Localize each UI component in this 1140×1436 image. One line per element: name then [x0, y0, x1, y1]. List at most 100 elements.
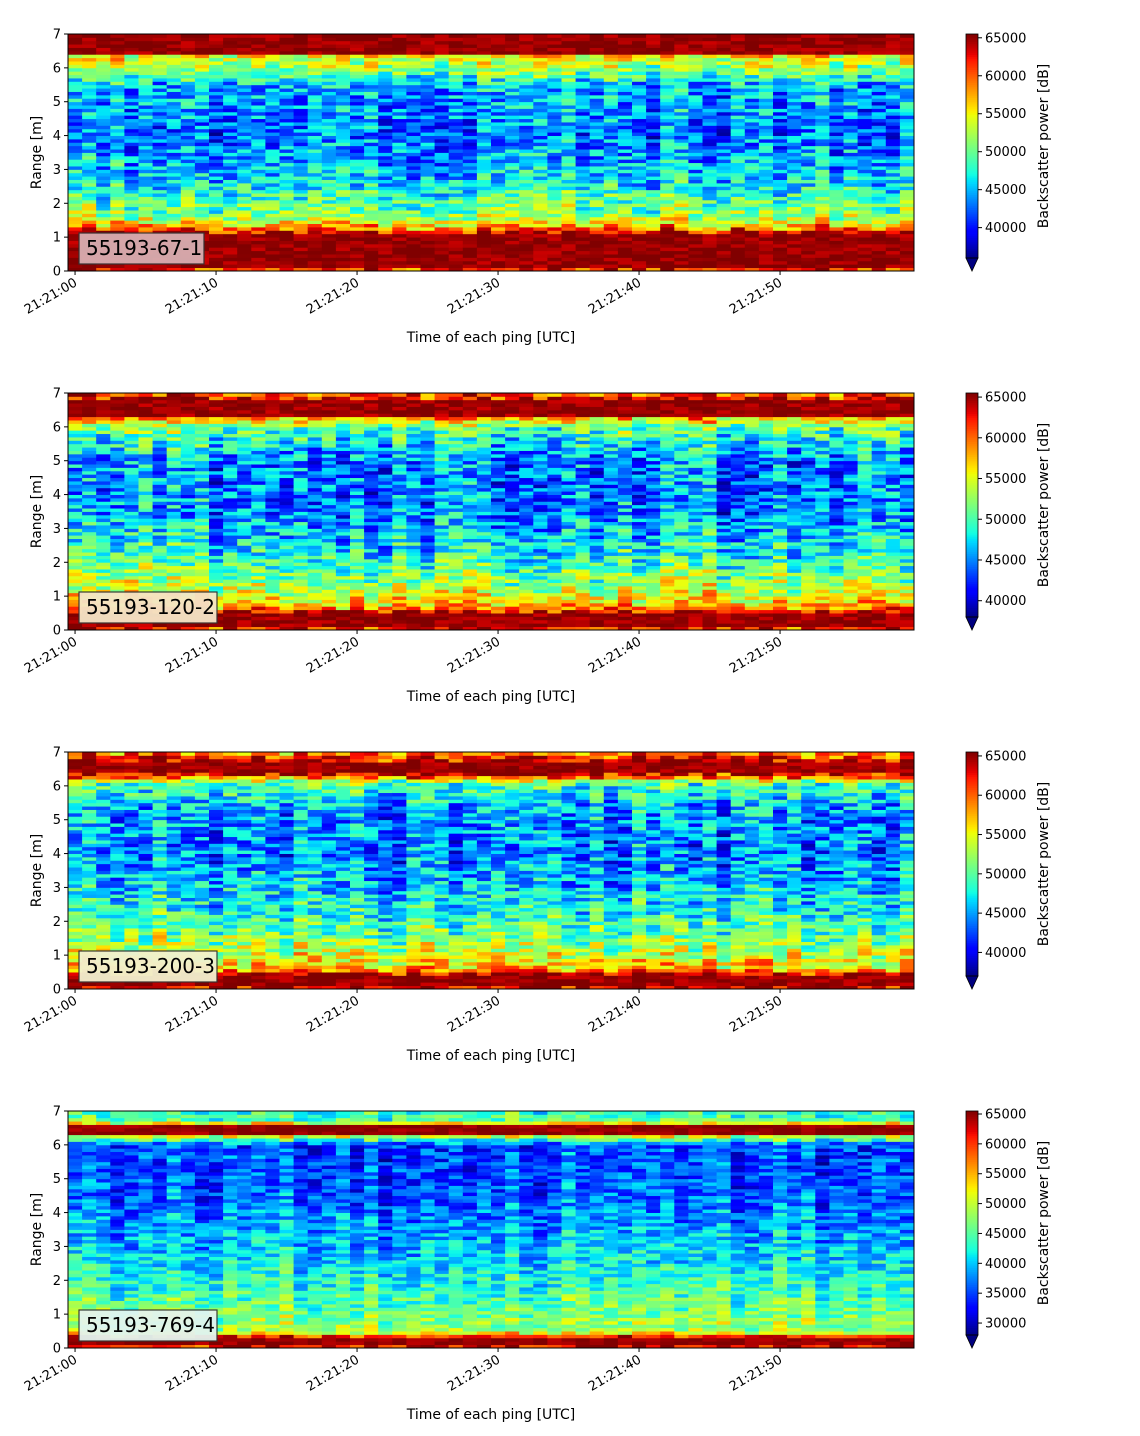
- heatmap-cell: [448, 166, 464, 170]
- heatmap-cell: [152, 91, 168, 96]
- colorbar-segment: [966, 190, 978, 194]
- heatmap-cell: [223, 226, 238, 231]
- heatmap-cell: [801, 247, 816, 252]
- heatmap-cell: [223, 182, 238, 187]
- heatmap-cell: [674, 50, 689, 55]
- heatmap-cell: [462, 50, 478, 55]
- heatmap-cell: [321, 115, 337, 120]
- heatmap-cell: [350, 44, 365, 48]
- heatmap-cell: [885, 37, 901, 42]
- heatmap-cell: [124, 84, 139, 89]
- heatmap-cell: [773, 94, 788, 99]
- heatmap-cell: [138, 210, 153, 214]
- heatmap-cell: [702, 94, 717, 99]
- heatmap-cell: [434, 71, 450, 76]
- heatmap-cell: [871, 128, 887, 133]
- heatmap-cell: [434, 101, 450, 106]
- heatmap-cell: [617, 115, 633, 120]
- heatmap-cell: [124, 203, 139, 208]
- heatmap-cell: [194, 169, 210, 174]
- colorbar-frame: [965, 33, 979, 259]
- heatmap-cell: [293, 182, 309, 187]
- heatmap-cell: [547, 78, 562, 82]
- heatmap-cell: [237, 210, 252, 214]
- heatmap-cell: [519, 152, 534, 157]
- heatmap-cell: [744, 237, 760, 241]
- heatmap-cell: [321, 145, 337, 150]
- heatmap-cell: [152, 220, 168, 224]
- heatmap-cell: [124, 528, 139, 533]
- heatmap-cell: [406, 243, 421, 248]
- heatmap-cell: [350, 64, 365, 69]
- heatmap-cell: [617, 186, 633, 191]
- heatmap-cell: [420, 47, 435, 52]
- heatmap-cell: [702, 142, 717, 147]
- heatmap-cell: [702, 257, 717, 262]
- heatmap-cell: [773, 226, 788, 231]
- heatmap-cell: [646, 61, 661, 65]
- heatmap-cell: [180, 504, 196, 509]
- heatmap-cell: [702, 169, 717, 174]
- heatmap-cell: [561, 71, 576, 76]
- heatmap-cell: [744, 115, 760, 120]
- heatmap-cell: [744, 111, 760, 116]
- heatmap-cell: [603, 40, 619, 45]
- heatmap-cell: [180, 470, 196, 475]
- heatmap-cell: [335, 267, 351, 272]
- heatmap-cell: [787, 128, 802, 133]
- heatmap-cell: [265, 206, 280, 211]
- heatmap-cell: [68, 210, 83, 214]
- heatmap-cell: [561, 162, 576, 167]
- heatmap-cell: [632, 57, 647, 62]
- heatmap-cell: [307, 40, 323, 45]
- heatmap-cell: [787, 226, 802, 231]
- heatmap-cell: [378, 247, 393, 252]
- heatmap-cell: [180, 135, 196, 140]
- heatmap-cell: [110, 399, 125, 404]
- heatmap-cell: [716, 179, 732, 184]
- heatmap-cell: [180, 226, 196, 231]
- heatmap-cell: [801, 189, 816, 194]
- heatmap-cell: [561, 50, 576, 55]
- heatmap-cell: [617, 250, 633, 255]
- heatmap-cell: [899, 132, 915, 136]
- heatmap-cell: [209, 189, 224, 194]
- heatmap-cell: [420, 213, 435, 218]
- heatmap-cell: [815, 108, 830, 113]
- heatmap-cell: [589, 237, 605, 241]
- heatmap-cell: [293, 152, 309, 157]
- heatmap-cell: [124, 54, 139, 59]
- heatmap-cell: [688, 40, 703, 45]
- heatmap-cell: [603, 108, 619, 113]
- heatmap-cell: [801, 223, 816, 228]
- heatmap-cell: [166, 440, 182, 445]
- heatmap-cell: [617, 94, 633, 99]
- heatmap-cell: [251, 243, 266, 248]
- heatmap-cell: [321, 88, 337, 92]
- heatmap-cell: [885, 237, 901, 241]
- heatmap-cell: [688, 74, 703, 79]
- heatmap-cell: [82, 128, 97, 133]
- heatmap-cell: [364, 50, 379, 55]
- heatmap-cell: [307, 152, 323, 157]
- heatmap-cell: [843, 111, 858, 116]
- heatmap-cell: [491, 142, 506, 147]
- heatmap-cell: [138, 230, 153, 235]
- heatmap-cell: [378, 196, 393, 201]
- heatmap-cell: [237, 193, 252, 197]
- heatmap-cell: [758, 81, 774, 86]
- heatmap-cell: [716, 193, 732, 197]
- heatmap-cell: [603, 47, 619, 52]
- heatmap-cell: [505, 44, 520, 48]
- heatmap-cell: [617, 128, 633, 133]
- heatmap-cell: [815, 78, 830, 82]
- heatmap-cell: [251, 213, 266, 218]
- heatmap-cell: [110, 220, 125, 224]
- heatmap-cell: [519, 54, 534, 59]
- heatmap-cell: [152, 50, 168, 55]
- heatmap-cell: [82, 477, 97, 482]
- heatmap-cell: [392, 111, 407, 116]
- heatmap-cell: [843, 250, 858, 255]
- heatmap-cell: [561, 142, 576, 147]
- heatmap-cell: [265, 230, 280, 235]
